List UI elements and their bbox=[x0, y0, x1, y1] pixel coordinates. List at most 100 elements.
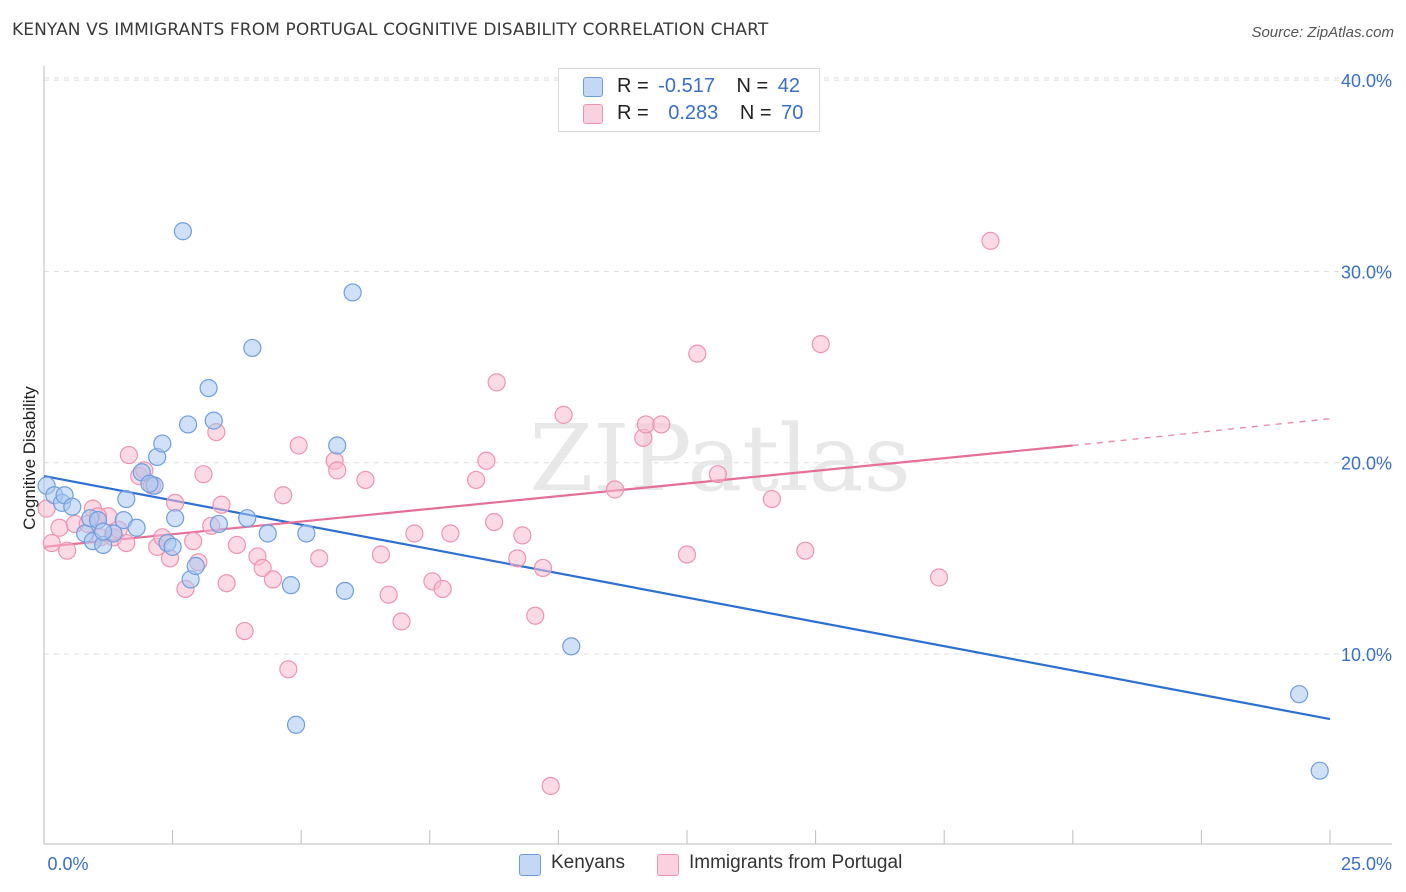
point-portugal-62 bbox=[688, 344, 707, 363]
point-kenyans-28 bbox=[258, 524, 277, 543]
point-kenyans-16 bbox=[153, 434, 172, 453]
point-portugal-42 bbox=[392, 612, 411, 631]
point-portugal-47 bbox=[466, 470, 486, 490]
point-kenyans-32 bbox=[328, 436, 347, 455]
point-kenyans-41 bbox=[94, 522, 113, 541]
point-portugal-54 bbox=[533, 558, 553, 578]
point-portugal-12 bbox=[119, 445, 138, 465]
kenyans-legend-swatch bbox=[519, 854, 541, 876]
portugal-swatch bbox=[583, 104, 603, 124]
point-portugal-60 bbox=[652, 415, 671, 434]
n-value: 70 bbox=[781, 102, 804, 124]
n-label: N = bbox=[739, 102, 772, 124]
point-portugal-38 bbox=[328, 461, 347, 480]
point-portugal-26 bbox=[212, 495, 231, 514]
point-portugal-11 bbox=[117, 533, 136, 553]
point-portugal-65 bbox=[796, 541, 815, 560]
point-kenyans-29 bbox=[281, 576, 301, 595]
point-kenyans-34 bbox=[343, 283, 362, 302]
point-portugal-31 bbox=[253, 558, 272, 578]
point-kenyans-24 bbox=[204, 411, 223, 430]
point-portugal-21 bbox=[184, 532, 203, 551]
point-kenyans-22 bbox=[186, 556, 205, 576]
point-kenyans-23 bbox=[199, 378, 218, 398]
r-value: 0.283 bbox=[668, 102, 719, 124]
point-portugal-33 bbox=[274, 486, 293, 505]
r-value: -0.517 bbox=[658, 75, 715, 97]
point-portugal-34 bbox=[279, 660, 298, 679]
point-kenyans-18 bbox=[166, 509, 185, 528]
point-portugal-23 bbox=[194, 465, 213, 484]
point-portugal-2 bbox=[50, 518, 69, 537]
point-portugal-56 bbox=[554, 405, 573, 424]
point-portugal-68 bbox=[981, 231, 1000, 250]
n-value: 42 bbox=[777, 75, 801, 97]
point-portugal-59 bbox=[636, 415, 655, 434]
point-portugal-55 bbox=[541, 776, 560, 796]
point-portugal-63 bbox=[708, 465, 727, 484]
y-tick-label-10: 10.0% bbox=[1341, 645, 1392, 665]
point-portugal-39 bbox=[356, 470, 375, 490]
point-portugal-40 bbox=[371, 545, 391, 564]
point-portugal-32 bbox=[263, 570, 283, 589]
point-portugal-29 bbox=[235, 621, 254, 641]
point-kenyans-36 bbox=[1290, 685, 1309, 704]
point-portugal-66 bbox=[811, 334, 830, 354]
point-portugal-3 bbox=[58, 541, 77, 560]
grid-lines bbox=[44, 77, 1392, 655]
chart-title: KENYAN VS IMMIGRANTS FROM PORTUGAL COGNI… bbox=[12, 20, 769, 40]
stats-legend: R = -0.517 N = 42 R = 0.283 N = 70 bbox=[558, 68, 820, 132]
point-kenyans-30 bbox=[286, 715, 306, 734]
point-kenyans-20 bbox=[178, 415, 198, 434]
y-axis-label: Cognitive Disability bbox=[20, 386, 39, 530]
y-tick-label-40: 40.0% bbox=[1341, 71, 1392, 91]
point-kenyans-26 bbox=[238, 509, 257, 528]
point-kenyans-39 bbox=[140, 474, 159, 493]
x-tick-label-0: 0.0% bbox=[47, 854, 88, 874]
point-kenyans-12 bbox=[117, 489, 136, 509]
x-tick-label-25: 25.0% bbox=[1341, 854, 1392, 874]
point-portugal-43 bbox=[405, 524, 424, 543]
point-kenyans-33 bbox=[335, 581, 355, 600]
point-portugal-52 bbox=[513, 526, 532, 545]
point-kenyans-31 bbox=[297, 524, 316, 543]
r-label: R = bbox=[617, 75, 649, 97]
trendline-kenyans bbox=[43, 475, 1331, 721]
point-portugal-57 bbox=[605, 480, 625, 499]
point-portugal-49 bbox=[485, 512, 504, 532]
trendline-portugal-extension bbox=[1072, 418, 1331, 447]
point-portugal-50 bbox=[487, 373, 506, 392]
point-portugal-28 bbox=[227, 535, 246, 555]
tick-labels: 10.0% 20.0% 30.0% 40.0% 0.0% 25.0% bbox=[47, 71, 1392, 874]
kenyans-swatch bbox=[583, 77, 603, 97]
point-kenyans-37 bbox=[1310, 761, 1329, 780]
point-portugal-45 bbox=[433, 579, 452, 599]
y-tick-label-30: 30.0% bbox=[1341, 262, 1392, 282]
point-kenyans-27 bbox=[243, 338, 262, 358]
point-portugal-27 bbox=[217, 574, 236, 593]
point-kenyans-40 bbox=[163, 537, 182, 556]
y-tick-label-20: 20.0% bbox=[1341, 454, 1392, 474]
point-portugal-19 bbox=[166, 493, 185, 512]
point-portugal-51 bbox=[508, 549, 527, 568]
point-portugal-1 bbox=[42, 533, 61, 553]
point-portugal-64 bbox=[762, 489, 781, 509]
data-points bbox=[37, 222, 1329, 796]
point-kenyans-35 bbox=[562, 637, 581, 656]
point-portugal-61 bbox=[677, 545, 697, 564]
source-label: Source: ZipAtlas.com bbox=[1251, 24, 1394, 41]
legend-label-kenyans: Kenyans bbox=[551, 852, 625, 873]
legend-label-portugal: Immigrants from Portugal bbox=[689, 852, 903, 873]
point-kenyans-4 bbox=[63, 497, 82, 516]
point-kenyans-19 bbox=[173, 222, 192, 241]
point-portugal-46 bbox=[441, 524, 460, 543]
point-portugal-41 bbox=[379, 585, 398, 604]
point-portugal-35 bbox=[289, 436, 308, 455]
point-kenyans-25 bbox=[209, 514, 228, 534]
point-portugal-53 bbox=[526, 606, 545, 625]
r-label: R = bbox=[617, 102, 649, 124]
point-portugal-36 bbox=[310, 549, 329, 568]
point-kenyans-13 bbox=[127, 518, 146, 537]
watermark: ZIPatlas bbox=[529, 405, 910, 512]
